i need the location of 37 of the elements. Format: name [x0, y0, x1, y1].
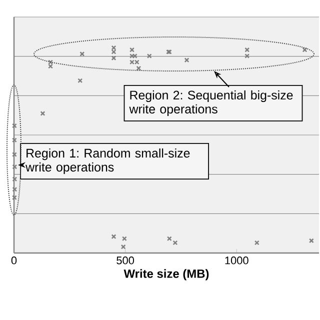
point [172, 240, 178, 246]
point [130, 54, 134, 58]
x-tick-label: 0 [11, 256, 17, 264]
point [12, 176, 18, 182]
point [40, 110, 46, 116]
point [244, 47, 250, 52]
point [166, 236, 172, 242]
x-tick-label: 1000 [225, 256, 248, 264]
point [122, 236, 127, 242]
point [111, 56, 116, 61]
point [132, 54, 138, 58]
point [12, 186, 18, 192]
point [48, 64, 53, 69]
point [308, 238, 314, 244]
point [254, 240, 260, 246]
point [302, 47, 308, 52]
point [80, 51, 85, 56]
point [136, 66, 142, 71]
point [12, 164, 18, 170]
point [12, 152, 17, 157]
point [12, 138, 17, 143]
point [130, 47, 134, 52]
point [12, 123, 17, 128]
x-tick-label: 500 [116, 256, 134, 264]
point [111, 45, 116, 50]
point [146, 54, 152, 58]
point [111, 49, 116, 54]
point [184, 58, 190, 63]
annotation: Region 1: Random small-size write operations [26, 148, 190, 174]
point [120, 244, 126, 250]
annotation: Region 2: Sequential big-size write operations [129, 90, 293, 116]
point [12, 195, 17, 200]
point [48, 60, 53, 65]
point [244, 54, 250, 58]
point [78, 78, 83, 84]
x-axis-title: Write size (MB) [124, 269, 209, 280]
point [111, 234, 116, 240]
